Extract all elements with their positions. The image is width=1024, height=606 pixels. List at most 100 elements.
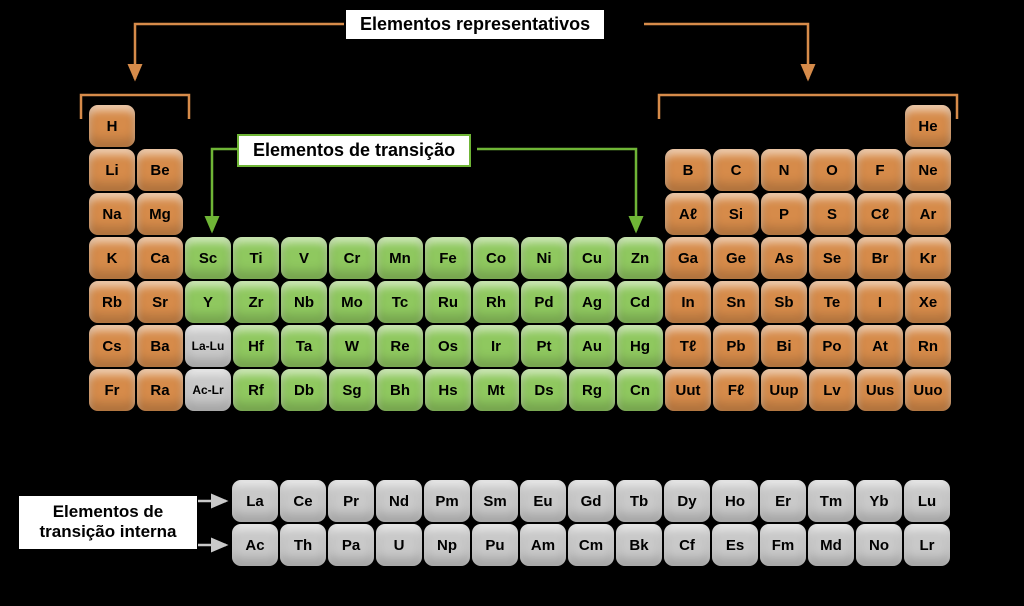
element-hg: Hg	[617, 325, 663, 367]
element-te: Te	[809, 281, 855, 323]
element-lv: Lv	[809, 369, 855, 411]
empty-cell	[665, 105, 711, 147]
element-re: Re	[377, 325, 423, 367]
element-ru: Ru	[425, 281, 471, 323]
element-ac-lr: Ac-Lr	[185, 369, 231, 411]
element-db: Db	[281, 369, 327, 411]
element-bh: Bh	[377, 369, 423, 411]
element-he: He	[905, 105, 951, 147]
empty-cell	[569, 149, 615, 191]
element-b: B	[665, 149, 711, 191]
element-nb: Nb	[281, 281, 327, 323]
element-sb: Sb	[761, 281, 807, 323]
element-zn: Zn	[617, 237, 663, 279]
element-s: S	[809, 193, 855, 235]
empty-cell	[521, 149, 567, 191]
element-am: Am	[520, 524, 566, 566]
label-transition: Elementos de transição	[237, 134, 471, 167]
empty-cell	[473, 149, 519, 191]
element-ne: Ne	[905, 149, 951, 191]
element-uut: Uut	[665, 369, 711, 411]
empty-cell	[377, 193, 423, 235]
label-inner-transition: Elementos de transição interna	[18, 495, 198, 550]
element-kr: Kr	[905, 237, 951, 279]
element-mo: Mo	[329, 281, 375, 323]
empty-cell	[617, 105, 663, 147]
empty-cell	[137, 105, 183, 147]
element-cm: Cm	[568, 524, 614, 566]
element-th: Th	[280, 524, 326, 566]
element-ga: Ga	[665, 237, 711, 279]
element-ho: Ho	[712, 480, 758, 522]
element-p: P	[761, 193, 807, 235]
element-pb: Pb	[713, 325, 759, 367]
label-inner-line1: Elementos de	[29, 502, 187, 522]
periodic-table-fblock: LaCePrNdPmSmEuGdTbDyHoErTmYbLuAcThPaUNpP…	[232, 480, 952, 568]
element-h: H	[89, 105, 135, 147]
empty-cell	[521, 105, 567, 147]
element-si: Si	[713, 193, 759, 235]
element-rn: Rn	[905, 325, 951, 367]
element-pt: Pt	[521, 325, 567, 367]
periodic-table-main: HHeLiBeBCNOFNeNaMgAℓSiPSCℓArKCaScTiVCrMn…	[89, 105, 953, 413]
empty-cell	[857, 105, 903, 147]
element-uus: Uus	[857, 369, 903, 411]
element-cn: Cn	[617, 369, 663, 411]
element-sg: Sg	[329, 369, 375, 411]
element-sc: Sc	[185, 237, 231, 279]
element-bk: Bk	[616, 524, 662, 566]
element-cs: Cs	[89, 325, 135, 367]
element-at: At	[857, 325, 903, 367]
element-mt: Mt	[473, 369, 519, 411]
empty-cell	[329, 193, 375, 235]
element-rg: Rg	[569, 369, 615, 411]
label-representative: Elementos representativos	[344, 8, 606, 41]
element-ta: Ta	[281, 325, 327, 367]
element-br: Br	[857, 237, 903, 279]
element-k: K	[89, 237, 135, 279]
label-transition-text: Elementos de transição	[253, 140, 455, 160]
element-uup: Uup	[761, 369, 807, 411]
empty-cell	[569, 105, 615, 147]
element-ac: Ac	[232, 524, 278, 566]
element-n: N	[761, 149, 807, 191]
element-pr: Pr	[328, 480, 374, 522]
element-ti: Ti	[233, 237, 279, 279]
element-sr: Sr	[137, 281, 183, 323]
element-pu: Pu	[472, 524, 518, 566]
element-cr: Cr	[329, 237, 375, 279]
element-ce: Ce	[280, 480, 326, 522]
empty-cell	[233, 193, 279, 235]
element-np: Np	[424, 524, 470, 566]
element-rb: Rb	[89, 281, 135, 323]
element-c: C	[713, 149, 759, 191]
element-mg: Mg	[137, 193, 183, 235]
element-fe: Fe	[425, 237, 471, 279]
element-pm: Pm	[424, 480, 470, 522]
element-fℓ: Fℓ	[713, 369, 759, 411]
element-uuo: Uuo	[905, 369, 951, 411]
element-rf: Rf	[233, 369, 279, 411]
empty-cell	[185, 149, 231, 191]
element-cd: Cd	[617, 281, 663, 323]
element-ir: Ir	[473, 325, 519, 367]
element-tc: Tc	[377, 281, 423, 323]
element-yb: Yb	[856, 480, 902, 522]
empty-cell	[617, 149, 663, 191]
element-bi: Bi	[761, 325, 807, 367]
element-aℓ: Aℓ	[665, 193, 711, 235]
element-in: In	[665, 281, 711, 323]
element-rh: Rh	[473, 281, 519, 323]
empty-cell	[617, 193, 663, 235]
label-inner-line2: transição interna	[29, 522, 187, 542]
element-tb: Tb	[616, 480, 662, 522]
element-li: Li	[89, 149, 135, 191]
element-eu: Eu	[520, 480, 566, 522]
empty-cell	[425, 193, 471, 235]
element-as: As	[761, 237, 807, 279]
empty-cell	[185, 105, 231, 147]
element-mn: Mn	[377, 237, 423, 279]
element-u: U	[376, 524, 422, 566]
element-ca: Ca	[137, 237, 183, 279]
element-fm: Fm	[760, 524, 806, 566]
